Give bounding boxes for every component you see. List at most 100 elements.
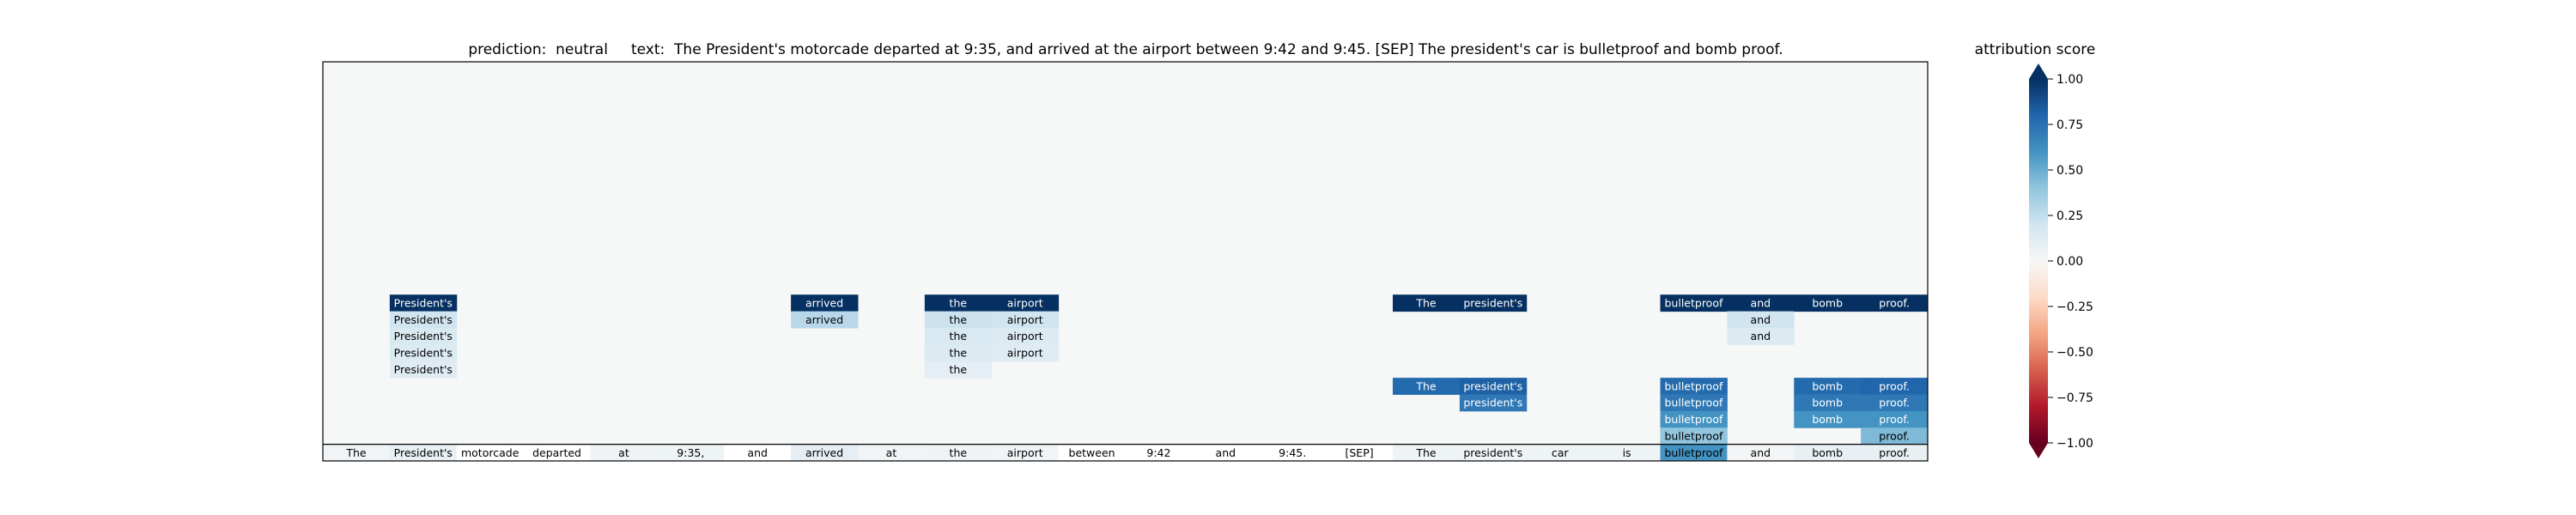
cell-label: the <box>950 296 968 309</box>
token-label: The <box>1415 446 1437 459</box>
token-cell <box>1526 444 1595 461</box>
heatmap-cell <box>1861 427 1929 445</box>
heatmap-cell <box>1660 378 1728 395</box>
cell-label: bomb <box>1812 413 1843 426</box>
cell-label: arrived <box>805 313 843 326</box>
cell-label: the <box>950 347 968 360</box>
cell-label: President's <box>394 296 453 309</box>
token-cell <box>1861 444 1929 461</box>
cell-label: bomb <box>1812 397 1843 409</box>
cell-label: bulletproof <box>1664 397 1722 409</box>
colorbar-tick-label: 0.00 <box>2057 255 2083 269</box>
cell-label: and <box>1751 330 1771 342</box>
heatmap-cell <box>1727 311 1795 329</box>
heatmap-cell <box>991 328 1060 345</box>
colorbar-tick-label: −0.25 <box>2057 300 2093 314</box>
heatmap-cell <box>924 294 993 312</box>
token-cell <box>791 444 859 461</box>
heatmap-cell <box>1459 294 1528 312</box>
token-cell <box>323 444 391 461</box>
heatmap-cell <box>1660 427 1728 445</box>
heatmap-cell <box>389 311 458 329</box>
cell-label: The <box>1415 379 1437 392</box>
heatmap-cell <box>389 360 458 379</box>
heatmap-cell <box>924 328 993 345</box>
colorbar-title: attribution score <box>1974 41 2096 58</box>
heatmap-cell <box>1459 394 1528 412</box>
token-cell <box>389 444 458 461</box>
cell-label: proof. <box>1879 413 1910 426</box>
token-cell <box>858 444 926 461</box>
cell-label: airport <box>1007 296 1043 309</box>
colorbar-extend-top <box>2029 64 2048 79</box>
cell-label: bomb <box>1812 379 1843 392</box>
cell-label: The <box>1415 296 1437 309</box>
colorbar-extend-bottom <box>2029 443 2048 458</box>
token-label: arrived <box>805 446 843 459</box>
token-label: The <box>345 446 367 459</box>
heatmap-cell <box>1459 378 1528 395</box>
token-label: President's <box>394 446 453 459</box>
token-cell <box>456 444 525 461</box>
heatmap-cell <box>924 311 993 329</box>
cell-label: bulletproof <box>1664 379 1722 392</box>
colorbar-tick-label: −0.50 <box>2057 346 2093 360</box>
token-cell <box>523 444 591 461</box>
heatmap-cell <box>924 360 993 379</box>
heatmap-cell <box>1727 328 1795 345</box>
token-label: [SEP] <box>1346 446 1374 459</box>
cell-label: bomb <box>1812 296 1843 309</box>
heatmap-cell <box>1660 410 1728 428</box>
token-cell <box>1794 444 1862 461</box>
plot-frame <box>322 61 1929 462</box>
token-label: 9:42 <box>1146 446 1170 459</box>
token-cell <box>1259 444 1327 461</box>
token-cell <box>924 444 993 461</box>
heatmap-cell <box>1727 294 1795 312</box>
token-label: motorcade <box>461 446 519 459</box>
token-label: and <box>1751 446 1771 459</box>
cell-label: airport <box>1007 313 1043 326</box>
heatmap-cell <box>991 294 1060 312</box>
colorbar-tick-label: −1.00 <box>2057 437 2093 451</box>
token-cell <box>657 444 725 461</box>
heatmap-cell <box>991 344 1060 362</box>
heatmap-cell <box>1794 410 1862 428</box>
cell-label: president's <box>1463 379 1522 392</box>
cell-label: the <box>950 363 968 376</box>
heatmap-cell <box>1861 378 1929 395</box>
token-cell <box>1660 444 1728 461</box>
token-cell <box>991 444 1060 461</box>
colorbar-tick-label: 1.00 <box>2057 73 2083 87</box>
cell-label: proof. <box>1879 429 1910 442</box>
chart-title: prediction: neutral text: The President'… <box>468 41 1783 58</box>
token-label: proof. <box>1879 446 1910 459</box>
cell-label: president's <box>1463 397 1522 409</box>
cell-label: the <box>950 330 968 342</box>
token-label: 9:35, <box>677 446 704 459</box>
heatmap-cell <box>389 294 458 312</box>
colorbar-tick-label: −0.75 <box>2057 391 2093 405</box>
cell-label: proof. <box>1879 296 1910 309</box>
token-label: at <box>886 446 897 459</box>
token-cell <box>1393 444 1461 461</box>
token-label: departed <box>532 446 581 459</box>
cell-label: president's <box>1463 296 1522 309</box>
cell-label: arrived <box>805 296 843 309</box>
colorbar-tick-label: 0.75 <box>2057 118 2083 132</box>
cell-label: bulletproof <box>1664 413 1722 426</box>
heatmap-cell <box>991 311 1060 329</box>
token-cell <box>1459 444 1528 461</box>
token-label: between <box>1069 446 1115 459</box>
cell-label: and <box>1751 296 1771 309</box>
heatmap-cell <box>1794 294 1862 312</box>
cell-label: bulletproof <box>1664 296 1722 309</box>
cell-label: bulletproof <box>1664 429 1722 442</box>
cell-label: President's <box>394 313 453 326</box>
token-label: the <box>950 446 968 459</box>
heatmap-cell <box>791 311 859 329</box>
token-cell <box>590 444 658 461</box>
cell-label: proof. <box>1879 379 1910 392</box>
token-label: is <box>1623 446 1631 459</box>
